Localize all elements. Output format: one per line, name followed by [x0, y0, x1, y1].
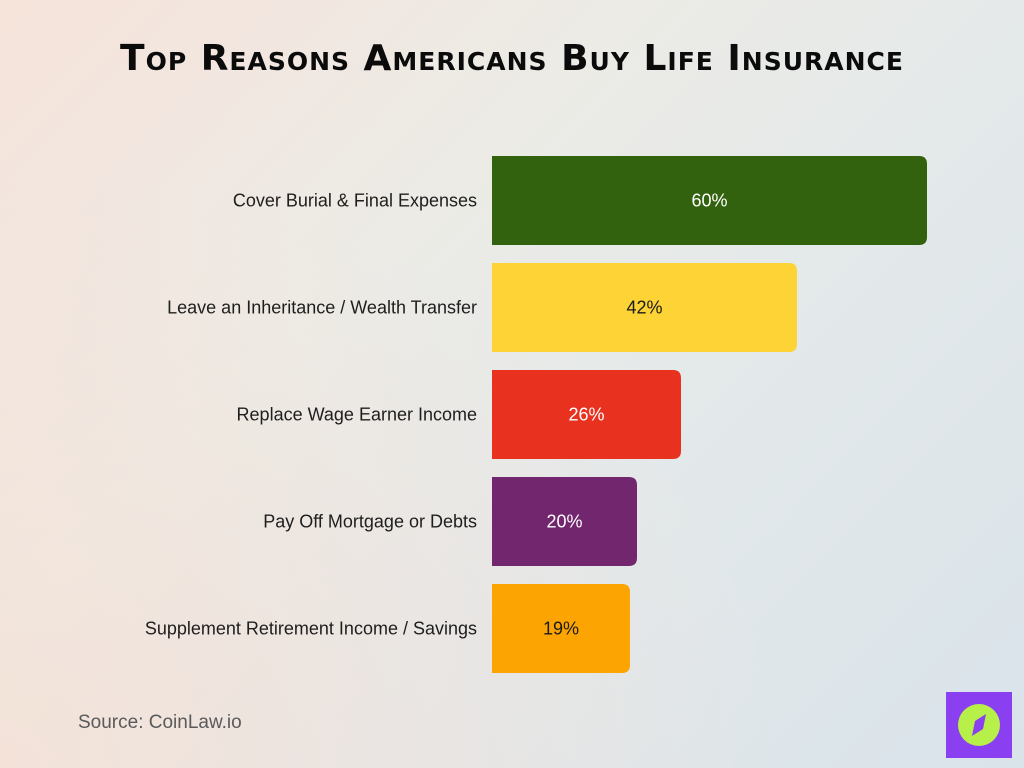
category-label: Leave an Inheritance / Wealth Transfer	[167, 298, 477, 318]
category-label: Replace Wage Earner Income	[237, 405, 477, 425]
bar	[492, 156, 927, 245]
bar	[492, 477, 637, 566]
category-label: Cover Burial & Final Expenses	[233, 191, 477, 211]
value-label: 19%	[543, 619, 579, 639]
value-label: 20%	[546, 512, 582, 532]
coinlaw-logo	[946, 692, 1012, 758]
value-label: 26%	[568, 405, 604, 425]
chart-title: Top Reasons Americans Buy Life Insurance	[120, 38, 904, 79]
compass-icon	[958, 704, 1000, 746]
bar	[492, 263, 797, 352]
category-label: Pay Off Mortgage or Debts	[263, 512, 477, 532]
bar	[492, 370, 681, 459]
value-label: 42%	[626, 298, 662, 318]
value-label: 60%	[691, 191, 727, 211]
source-note: Source: CoinLaw.io	[78, 712, 242, 733]
bar	[492, 584, 630, 673]
category-label: Supplement Retirement Income / Savings	[145, 619, 477, 639]
